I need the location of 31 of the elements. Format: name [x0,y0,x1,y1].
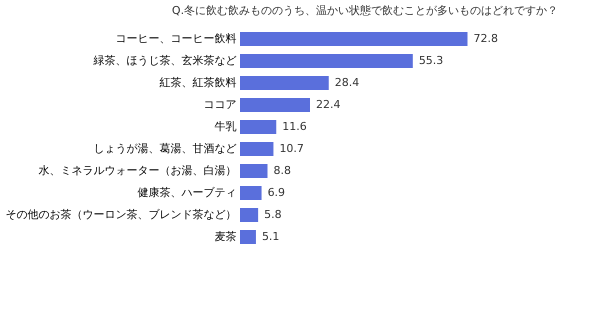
data-label: 55.3 [418,54,444,67]
bar [240,54,413,68]
data-label: 22.4 [316,98,340,111]
y-tick-label: 麦茶 [214,230,236,243]
y-tick-label: 牛乳 [214,120,236,133]
chart-title: Q.冬に飲む飲みもののうち、温かい状態で飲むことが多いものはどれですか？ [172,4,558,17]
y-tick-label: コーヒー、コーヒー飲料 [116,32,236,45]
bar [240,98,310,112]
data-label: 28.4 [334,76,360,89]
data-label: 11.6 [282,120,307,133]
bar [240,164,268,178]
bar [240,230,256,244]
bar [240,208,258,222]
bar [240,120,276,134]
data-label: 6.9 [268,186,286,199]
bar [240,186,262,200]
bar [240,76,329,90]
y-tick-label: その他のお茶（ウーロン茶、ブレンド茶など） [6,208,236,221]
data-label: 72.8 [474,32,498,45]
y-tick-label: 健康茶、ハーブティ [138,186,236,199]
data-label: 10.7 [279,142,304,155]
data-label: 5.1 [262,230,280,243]
y-tick-label: 水、ミネラルウォーター（お湯、白湯） [38,164,236,177]
y-tick-label: ココア [204,98,236,111]
data-label: 5.8 [264,208,282,221]
data-label: 8.8 [274,164,291,177]
y-tick-label: 緑茶、ほうじ茶、玄米茶など [92,54,236,67]
y-tick-label: 紅茶、紅茶飲料 [160,76,236,89]
bar [240,32,468,46]
bar [240,142,274,156]
y-tick-label: しょうが湯、葛湯、甘酒など [94,142,236,155]
